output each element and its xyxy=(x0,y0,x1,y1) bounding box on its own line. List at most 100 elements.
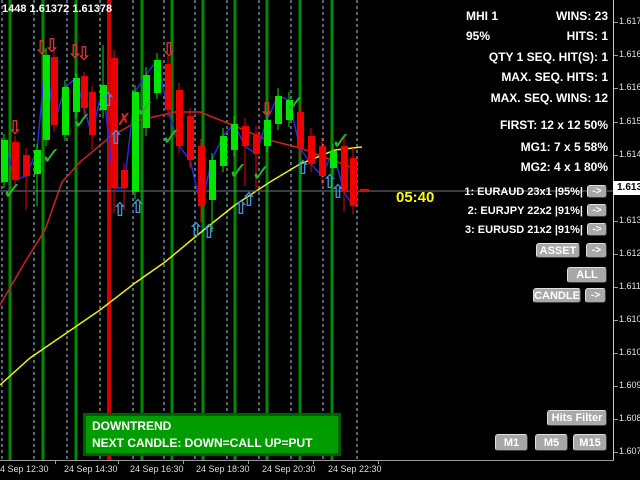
call-up-arrow-icon: ⇧ xyxy=(112,199,128,221)
win-check-icon: ✓ xyxy=(285,90,305,118)
time-axis-tick xyxy=(183,461,184,464)
hits-count: HITS: 1 xyxy=(566,29,608,43)
price-axis-label: 1.610 xyxy=(619,347,640,357)
trend-info-box: DOWNTREND NEXT CANDLE: DOWN=CALL UP=PUT xyxy=(83,413,341,456)
signal-2-go-button[interactable]: -> xyxy=(587,204,607,217)
candle-body-up xyxy=(154,60,161,93)
candle-body-dn xyxy=(187,116,194,160)
price-axis-label: 1.612 xyxy=(619,248,640,258)
price-axis-label: 1.609 xyxy=(619,380,640,390)
candle-body-up xyxy=(209,160,216,200)
call-up-arrow-icon: ⇧ xyxy=(330,181,346,203)
put-down-arrow-icon: ⇩ xyxy=(259,99,275,121)
price-axis[interactable]: 1.613 1.617 1.616 1.616 1.615 1.614 1.613 1.61… xyxy=(613,0,640,460)
strategy-name: MHI 1 xyxy=(466,9,499,23)
price-axis-tick xyxy=(614,122,618,123)
next-candle-hint: NEXT CANDLE: DOWN=CALL UP=PUT xyxy=(92,436,313,450)
time-axis-label: 24 Sep 16:30 xyxy=(130,464,184,474)
call-up-arrow-icon: ⇧ xyxy=(295,157,311,179)
medium-ma-line-red xyxy=(0,111,359,306)
timeframe-m15-button[interactable]: M15 xyxy=(573,434,607,451)
candle-body-dn xyxy=(242,126,249,146)
candle-body-up xyxy=(43,55,50,140)
setup-mg2: MG2: 4 x 1 80% xyxy=(520,160,608,174)
price-axis-tick xyxy=(614,22,618,23)
slow-ma-line-yellow xyxy=(0,146,363,386)
fast-ma-line-blue xyxy=(3,54,354,207)
price-axis-label: 1.617 xyxy=(619,16,640,26)
candle-body-up xyxy=(220,136,227,166)
price-axis-tick xyxy=(614,287,618,288)
candle-body-up xyxy=(1,140,8,182)
price-axis-tick xyxy=(614,386,618,387)
signal-1-go-button[interactable]: -> xyxy=(587,185,607,198)
candle-body-dn xyxy=(176,90,183,146)
wins-count: WINS: 23 xyxy=(555,9,608,23)
timeframe-m1-button[interactable]: M1 xyxy=(495,434,528,451)
asset-button[interactable]: ASSET xyxy=(536,243,580,258)
candle-body-dn xyxy=(350,158,357,206)
call-up-arrow-icon: ⇧ xyxy=(130,196,146,218)
time-axis-tick xyxy=(248,461,249,464)
timeframe-m5-button[interactable]: M5 xyxy=(535,434,568,451)
signal-3-go-button[interactable]: -> xyxy=(587,223,607,236)
candle-body-dn xyxy=(198,146,205,206)
price-axis-label: 1.611 xyxy=(619,281,640,291)
time-axis[interactable]: 4 Sep 12:30 24 Sep 14:30 24 Sep 16:30 24 Se… xyxy=(0,461,640,480)
price-axis-label: 1.613 xyxy=(619,215,640,225)
put-down-arrow-icon: ⇩ xyxy=(161,39,177,61)
candle-body-up xyxy=(34,150,41,174)
price-axis-label: 1.614 xyxy=(619,149,640,159)
win-check-icon: ✓ xyxy=(161,123,181,151)
stats-row-qty-seq: QTY 1 SEQ. HIT(S): 1 xyxy=(488,50,608,64)
candle-button[interactable]: CANDLE xyxy=(533,288,581,303)
candlestick-chart-canvas[interactable]: ✓✓✓ ✓✓✓ ✓✓✓✗⇧⇧⇧ ⇧⇧⇧⇧⇧⇧⇧⇧⇩⇩⇩ ⇩⇩ ⇩⇩ xyxy=(0,0,614,460)
time-axis-tick xyxy=(313,461,314,464)
candle-go-button[interactable]: -> xyxy=(585,288,606,303)
candle-body-up xyxy=(132,92,139,192)
candle-body-up xyxy=(275,96,282,124)
signal-row-3: 3: EURUSD 21x2 |91%| xyxy=(464,224,583,236)
candle-body-dn xyxy=(111,58,118,188)
time-axis-tick xyxy=(118,461,119,464)
asset-go-button[interactable]: -> xyxy=(586,243,607,258)
candle-body-up xyxy=(143,75,150,128)
price-axis-label: 1.607 xyxy=(619,446,640,456)
candle-body-dn xyxy=(253,134,260,154)
signal-row-2: 2: EURJPY 22x2 |91%| xyxy=(467,205,583,217)
ohlc-readout: 1448 1.61372 1.61378 xyxy=(2,3,113,15)
price-axis-label: 1.616 xyxy=(619,49,640,59)
stats-row-max-seq-hits: MAX. SEQ. HITS: 1 xyxy=(501,70,608,84)
call-up-arrow-icon: ⇧ xyxy=(233,197,249,219)
call-up-arrow-icon: ⇧ xyxy=(241,189,257,211)
time-axis-label: 24 Sep 14:30 xyxy=(64,464,118,474)
time-axis-border xyxy=(0,460,614,461)
stats-row-wins: MHI 1 WINS: 23 xyxy=(466,9,608,23)
time-axis-label: 24 Sep 22:30 xyxy=(328,464,382,474)
win-check-icon: ✓ xyxy=(228,157,248,185)
setup-mg1: MG1: 7 x 5 58% xyxy=(520,140,608,154)
trend-direction-label: DOWNTREND xyxy=(92,419,172,433)
candle-body-up xyxy=(62,87,69,135)
price-axis-label: 1.615 xyxy=(619,116,640,126)
win-check-icon: ✓ xyxy=(72,107,92,135)
put-down-arrow-icon: ⇩ xyxy=(7,117,23,139)
time-axis-tick xyxy=(55,461,56,464)
call-up-arrow-icon: ⇧ xyxy=(100,89,116,111)
all-button[interactable]: ALL xyxy=(567,267,607,283)
price-axis-tick xyxy=(614,221,618,222)
candle-body-up xyxy=(73,78,80,112)
call-up-arrow-icon: ⇧ xyxy=(322,171,338,193)
price-axis-label: 1.610 xyxy=(619,314,640,324)
win-rate: 95% xyxy=(466,29,491,43)
candle-body-dn xyxy=(81,76,88,108)
candle-body-dn xyxy=(297,112,304,148)
signal-row-1: 1: EURAUD 23x1 |95%| xyxy=(464,186,583,198)
call-up-arrow-icon: ⇧ xyxy=(201,221,217,243)
candle-body-dn xyxy=(89,92,96,135)
candle-countdown-timer: 05:40 xyxy=(396,189,435,206)
hits-filter-button[interactable]: Hits Filter xyxy=(547,410,607,426)
price-axis-tick xyxy=(614,254,618,255)
win-check-icon: ✓ xyxy=(135,95,155,123)
